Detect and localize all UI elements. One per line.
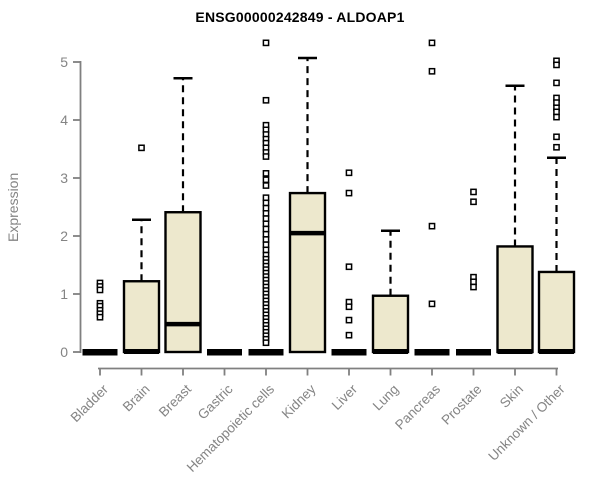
collapsed-box-median [248,349,284,356]
boxplot-skin [496,84,534,354]
outlier-point [138,144,145,152]
x-tick-label-skin: Skin [497,382,526,411]
outlier-point [262,176,270,184]
box-rect [164,211,202,354]
y-tick-label: 3 [60,170,68,186]
boxplot-kidney [288,56,327,354]
box-rect [288,191,327,354]
outlier-point [262,204,270,212]
x-tick-label-breast: Breast [156,381,194,419]
x-tick-label-gastric: Gastric [195,381,236,422]
y-tick-label: 2 [60,228,68,244]
collapsed-box-median [456,349,491,356]
boxplot-pancreas [414,39,450,356]
outlier-point [262,225,270,233]
outlier-point [553,61,560,69]
boxplot-liver [331,169,367,356]
outlier-point [262,96,270,104]
outlier-point [345,169,353,177]
outlier-point [262,220,270,228]
outlier-point [470,198,477,206]
y-tick-label: 5 [60,54,68,70]
outlier-point [428,222,436,230]
collapsed-box-median [207,349,242,356]
outlier-point [345,263,353,271]
x-tick-label-unknown-other: Unknown / Other [485,381,568,464]
outlier-point [553,108,560,116]
outlier-point [345,331,353,339]
boxplot-gastric [207,349,242,356]
outlier-point [262,153,270,160]
outlier-point [262,236,270,243]
x-tick-label-kidney: Kidney [279,381,319,421]
boxplot-unknown-other [537,57,576,354]
x-tick-label-liver: Liver [329,381,361,413]
outlier-point [262,210,270,217]
x-tick-label-brain: Brain [120,382,153,415]
outlier-point [428,300,436,308]
outlier-point [262,339,270,347]
boxplot-hematopoietic-cells [248,39,284,356]
outlier-point [553,79,560,87]
y-tick-label: 4 [60,112,68,128]
boxplot-prostate [456,188,491,356]
outlier-point [262,241,270,249]
x-tick-label-prostate: Prostate [438,382,484,428]
outlier-point [345,189,353,197]
outlier-point [262,170,270,177]
outlier-point [345,316,353,324]
outlier-point [470,283,477,291]
outlier-point [553,133,560,141]
outlier-point [470,188,477,196]
x-tick-label-pancreas: Pancreas [392,381,443,432]
outlier-point [428,39,436,47]
outlier-point [262,199,270,207]
outlier-point [262,182,270,189]
outlier-point [262,230,270,238]
boxplot-breast [164,76,202,354]
outlier-point [262,246,270,254]
outlier-point [553,143,560,151]
chart-title: ENSG00000242849 - ALDOAP1 [195,9,405,25]
outlier-point [96,286,104,294]
collapsed-box-median [82,349,118,356]
boxplot-bladder [82,279,118,356]
x-tick-label-lung: Lung [370,382,402,414]
box-rect [122,280,161,354]
outlier-point [96,313,104,321]
y-tick-label: 1 [60,286,68,302]
outlier-point [262,194,270,202]
outlier-point [428,67,436,75]
collapsed-box-median [414,349,450,356]
box-rect [496,245,534,354]
collapsed-box-median [331,349,367,356]
outlier-point [553,113,560,121]
boxplot-lung [371,229,410,354]
outlier-point [262,215,270,222]
box-rect [371,294,410,354]
outlier-point [553,99,560,106]
boxplot-brain [122,144,161,354]
outlier-point [262,39,270,47]
outlier-point [345,303,353,311]
box-rect [537,270,576,354]
x-tick-label-bladder: Bladder [68,381,112,425]
outlier-point [470,278,477,286]
y-tick-label: 0 [60,344,68,360]
